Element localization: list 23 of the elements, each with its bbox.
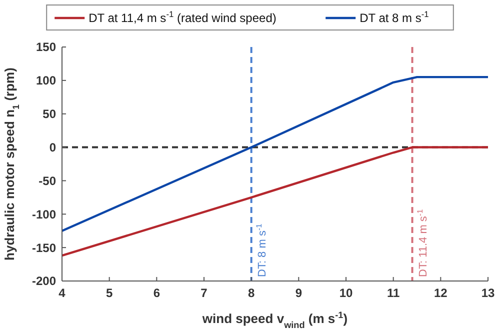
y-tick-label: 0 [49,140,56,154]
x-tick-label: 9 [295,286,302,300]
y-tick-label: -200 [32,274,56,288]
y-tick-label: 50 [42,107,56,122]
line-series [60,76,490,232]
legend-label: DT at 11,4 m s$^{-1}$ (rated wind speed) [88,9,276,25]
x-tick-label: 10 [339,286,353,300]
y-tick-label: -150 [32,240,56,255]
x-tick-label: 7 [200,286,208,300]
y-tick-label: 100 [36,74,56,88]
legend-label: DT at 8 m s$^{-1}$ [360,9,430,25]
x-tick-label: 5 [106,286,113,300]
x-tick-label: 6 [153,286,160,300]
y-tick-label: -100 [32,207,56,222]
x-tick-label: 13 [481,286,495,300]
x-tick-label: 12 [434,286,448,300]
y-tick-label: -50 [38,174,56,188]
x-axis-title: wind speed v$_{wind}$ (m s$^{-1}$) [201,310,348,330]
y-tick-label: 150 [36,40,56,54]
line-series [60,146,490,257]
x-tick-label: 11 [386,286,400,300]
x-tick-label: 8 [248,286,255,300]
x-tick-label: 4 [58,286,66,300]
